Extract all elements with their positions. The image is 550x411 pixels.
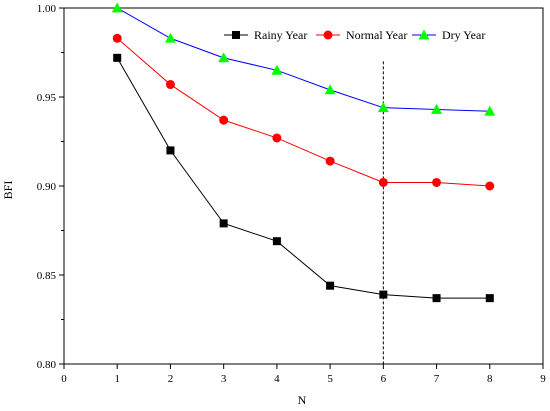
series-2-point-3 [271,64,283,75]
y-tick-label-4: 1.00 [37,3,57,15]
series-1-point-0 [112,33,122,43]
legend-label-1: Normal Year [346,28,407,42]
x-tick-label-7: 7 [434,373,440,385]
legend-marker-1 [323,30,333,40]
series-2-point-1 [164,32,176,43]
series-2-point-0 [111,2,123,13]
y-tick-label-1: 0.85 [37,270,57,282]
series-2-point-2 [218,52,230,63]
legend-item-2: Dry Year [412,28,485,42]
series-1-point-7 [485,181,495,191]
series-0-point-4 [326,281,335,290]
series-1-point-2 [219,115,229,125]
x-tick-label-8: 8 [487,373,493,385]
y-tick-label-0: 0.80 [37,359,57,371]
series-line-2 [116,7,490,112]
series-1-point-5 [378,177,388,187]
axes: 0 1 2 3 4 5 6 7 8 9 0.80 0.85 0.90 0.95 1.00 [37,3,547,385]
series-1 [112,33,495,191]
legend-marker-0 [232,31,240,39]
series-group [111,2,496,303]
series-2-point-5 [377,102,389,113]
series-1-point-3 [272,133,282,143]
series-0 [113,53,494,303]
series-1-point-4 [325,156,335,166]
legend-label-2: Dry Year [442,28,485,42]
x-tick-label-6: 6 [381,373,387,385]
series-0-point-3 [272,237,281,246]
x-tick-label-3: 3 [221,373,227,385]
x-tick-label-1: 1 [114,373,120,385]
y-tick-label-2: 0.90 [37,181,57,193]
series-1-point-6 [432,177,442,187]
series-0-point-6 [432,294,441,303]
series-2-point-7 [484,105,496,116]
series-line-0 [116,57,490,299]
y-axis-label: BFI [1,181,15,200]
x-tick-label-2: 2 [168,373,174,385]
x-tick-label-5: 5 [327,373,333,385]
x-tick-label-9: 9 [540,373,546,385]
series-0-point-2 [219,219,228,228]
series-0-point-7 [485,294,494,303]
x-tick-label-4: 4 [274,373,280,385]
series-2-point-6 [431,103,443,114]
legend: Rainy Year Normal Year Dry Year [224,28,485,42]
plot-frame [63,7,544,365]
series-line-1 [116,37,490,187]
x-tick-label-0: 0 [61,373,67,385]
series-2 [111,2,496,116]
series-1-point-1 [165,80,175,90]
x-axis-label: N [298,393,307,407]
legend-item-0: Rainy Year [224,28,307,42]
series-0-point-1 [166,146,175,155]
legend-marker-2 [418,29,430,40]
legend-item-1: Normal Year [316,28,407,42]
series-2-point-4 [324,84,336,95]
series-0-point-5 [379,290,388,299]
legend-label-0: Rainy Year [254,28,307,42]
series-0-point-0 [113,53,122,62]
y-tick-label-3: 0.95 [37,92,57,104]
